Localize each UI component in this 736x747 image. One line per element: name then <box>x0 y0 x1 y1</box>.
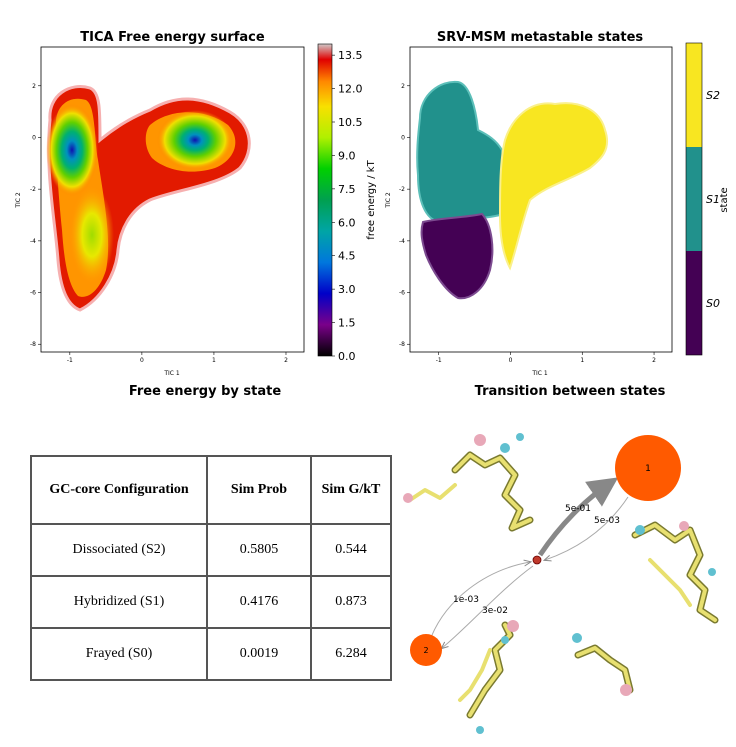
fes-cbar-tick-label: 12.0 <box>338 83 363 96</box>
table-header: GC-core Configuration <box>30 455 208 525</box>
msm-cbar-tick-label: S2 <box>706 89 720 102</box>
fes-cbar-tick-label: 10.5 <box>338 116 363 129</box>
table-cell: Dissociated (S2) <box>30 523 208 577</box>
msm-xlabel: TIC 1 <box>531 370 548 377</box>
table-cell: 0.5805 <box>206 523 312 577</box>
fes-ytick-label: 2 <box>32 83 36 90</box>
fes-colorbar <box>317 43 333 357</box>
msm-state-regions <box>416 80 609 300</box>
fes-xtick-label: 2 <box>284 357 288 364</box>
msm-plot: -1 0 1 2 2 0 -2 -4 -6 -8 TIC 1 TIC 2 S2 S1 S0 state <box>385 42 730 377</box>
msm-ytick-label: -4 <box>399 238 405 245</box>
dna-structure-icon <box>403 433 534 532</box>
fes-ylabel: TIC 2 <box>15 192 22 209</box>
edge-label: 5e-03 <box>594 516 620 526</box>
msm-cbar-tick-label: S0 <box>706 297 720 310</box>
dna-structure-icon <box>572 633 634 696</box>
state-node-hub <box>532 555 542 565</box>
fes-xtick-label: -1 <box>67 357 73 364</box>
msm-title: SRV-MSM metastable states <box>436 30 644 45</box>
state-node-2 <box>410 634 442 666</box>
fes-ytick-label: -8 <box>30 341 36 348</box>
fes-cbar-tick-label: 0.0 <box>338 350 356 363</box>
edge-path <box>537 477 619 557</box>
state-node-1 <box>615 435 681 501</box>
table-header: Sim Prob <box>206 455 312 525</box>
fes-cbar-tick-label: 9.0 <box>338 149 356 162</box>
msm-cbar-segment <box>686 251 702 355</box>
fes-ytick-label: -6 <box>30 290 36 297</box>
msm-xtick-label: 2 <box>652 357 656 364</box>
fes-xtick-label: 0 <box>140 357 144 364</box>
edge-path <box>442 565 534 648</box>
msm-cbar-segment <box>686 147 702 251</box>
msm-ylabel: TIC 2 <box>385 192 392 209</box>
msm-xtick-label: -1 <box>436 357 442 364</box>
table-title: Free energy by state <box>128 384 282 399</box>
table-cell: 6.284 <box>310 627 392 681</box>
fes-cbar-tick-label: 7.5 <box>338 183 356 196</box>
fes-landscape <box>46 85 251 312</box>
msm-cbar-segment <box>686 43 702 147</box>
fes-cbar-tick-label: 6.0 <box>338 216 356 229</box>
fes-cbar-tick-label: 4.5 <box>338 250 356 263</box>
transition-title: Transition between states <box>474 384 666 399</box>
transition-edges <box>429 477 629 648</box>
fes-ytick-label: 0 <box>32 134 36 141</box>
msm-xtick-label: 1 <box>580 357 584 364</box>
fes-xtick-label: 1 <box>212 357 216 364</box>
state-node-2-label: 2 <box>423 646 428 655</box>
dna-structure-icon <box>631 521 719 624</box>
state-node-1-label: 1 <box>645 464 651 474</box>
fes-title: TICA Free energy surface <box>80 30 265 45</box>
edge-label: 5e-01 <box>565 504 591 514</box>
table-cell: 0.0019 <box>206 627 312 681</box>
fes-cbar-tick-label: 1.5 <box>338 317 356 330</box>
msm-xtick-label: 0 <box>509 357 513 364</box>
dna-structure-icon <box>458 620 519 734</box>
table-cell: Frayed (S0) <box>30 627 208 681</box>
free-energy-table: GC-core Configuration Sim Prob Sim G/kT … <box>30 455 392 681</box>
table-cell: 0.544 <box>310 523 392 577</box>
fes-ytick-label: -2 <box>30 186 36 193</box>
msm-colorbar-label: state <box>719 187 730 212</box>
table-cell: Hybridized (S1) <box>30 575 208 629</box>
fes-cbar-tick-label: 13.5 <box>338 49 363 62</box>
dna-structure-icons <box>403 433 719 734</box>
edge-path <box>545 496 629 560</box>
table-row: Dissociated (S2) 0.5805 0.544 <box>30 523 392 577</box>
edge-label: 1e-03 <box>453 595 479 605</box>
edge-label: 3e-02 <box>482 606 508 616</box>
msm-ytick-label: -6 <box>399 290 405 297</box>
edge-path <box>429 562 530 641</box>
msm-ytick-label: 2 <box>401 83 405 90</box>
table-row: Hybridized (S1) 0.4176 0.873 <box>30 575 392 629</box>
fes-xlabel: TIC 1 <box>163 370 180 377</box>
fes-colorbar-label: free energy / kT <box>366 159 377 239</box>
table-header: Sim G/kT <box>310 455 392 525</box>
fes-plot: -1 0 1 2 2 0 -2 -4 -6 -8 TIC 1 TIC 2 13.5 12.0 10.5… <box>15 43 377 377</box>
msm-ytick-label: -8 <box>399 341 405 348</box>
table-cell: 0.4176 <box>206 575 312 629</box>
fes-ytick-label: -4 <box>30 238 36 245</box>
transition-diagram: 1 2 5e-01 5e-03 1e-03 3e-02 <box>403 433 719 734</box>
msm-ytick-label: -2 <box>399 186 405 193</box>
fes-cbar-tick-label: 3.0 <box>338 283 356 296</box>
table-row: Frayed (S0) 0.0019 6.284 <box>30 627 392 681</box>
msm-cbar-tick-label: S1 <box>706 193 720 206</box>
msm-ytick-label: 0 <box>401 134 405 141</box>
table-cell: 0.873 <box>310 575 392 629</box>
